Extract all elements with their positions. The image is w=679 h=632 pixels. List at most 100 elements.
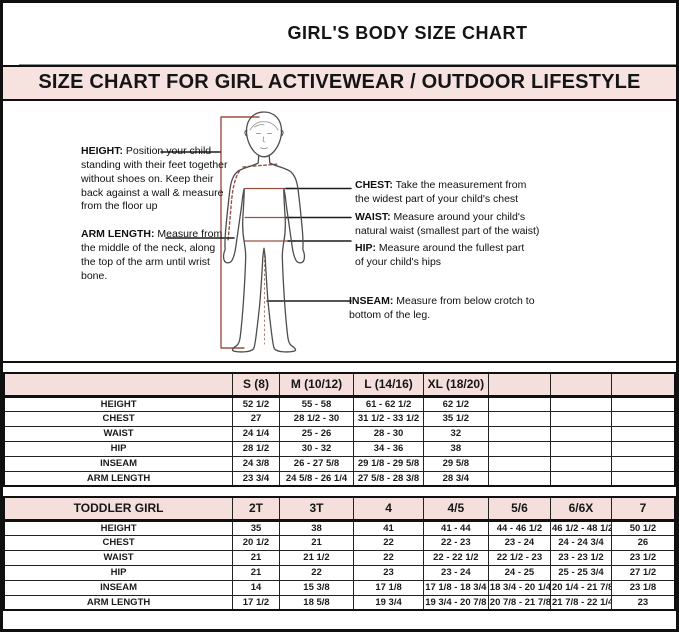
cell: 25 - 25 3/4 <box>550 564 612 581</box>
arm-length-dotted-line <box>227 163 280 242</box>
annotation-label: ARM LENGTH: <box>81 228 155 240</box>
column-header: 5/6 <box>487 496 552 522</box>
cell: 24 - 24 3/4 <box>550 534 612 551</box>
annotation-inseam: INSEAM: Measure from below crotch to bot… <box>349 295 545 323</box>
title-section: GIRL'S BODY SIZE CHART <box>3 3 676 65</box>
cell: 22 - 22 1/2 <box>422 549 489 566</box>
cell <box>610 395 676 412</box>
child-figure-diagram <box>160 111 352 353</box>
cell: 17 1/2 <box>232 594 280 611</box>
cell: 28 3/4 <box>422 470 489 487</box>
cell: 24 1/4 <box>232 425 280 442</box>
annotation-label: CHEST: <box>355 179 393 191</box>
column-header <box>3 372 234 398</box>
cell <box>610 455 676 472</box>
cell: 14 <box>232 579 280 596</box>
table-row: HIP 28 1/2 30 - 32 34 - 36 38 <box>3 440 676 457</box>
cell: 17 1/8 <box>353 579 424 596</box>
annotation-label: HEIGHT: <box>81 145 123 157</box>
cell: 27 1/2 <box>610 564 676 581</box>
cell: 24 - 25 <box>487 564 552 581</box>
cell <box>487 410 552 427</box>
column-header <box>550 372 612 398</box>
section-gap <box>3 487 676 496</box>
cell: 22 - 23 <box>422 534 489 551</box>
table-row: WAIST 21 21 1/2 22 22 - 22 1/2 22 1/2 - 23 23 … <box>3 549 676 566</box>
cell: 55 - 58 <box>278 395 355 412</box>
cell <box>550 440 612 457</box>
cell: 35 1/2 <box>422 410 489 427</box>
cell: 28 1/2 <box>232 440 280 457</box>
row-label: CHEST <box>3 534 234 551</box>
table-row: HEIGHT 52 1/2 55 - 58 61 - 62 1/2 62 1/2 <box>3 395 676 412</box>
column-header: 4 <box>353 496 424 522</box>
row-label: CHEST <box>3 410 234 427</box>
cell: 22 <box>353 549 424 566</box>
cell: 28 - 30 <box>353 425 424 442</box>
annotation-text: Measure from below crotch to bottom of t… <box>349 295 535 321</box>
cell: 61 - 62 1/2 <box>353 395 424 412</box>
face-hints <box>249 121 279 150</box>
cell: 52 1/2 <box>232 395 280 412</box>
cell: 20 7/8 - 21 7/8 <box>487 594 552 611</box>
cell: 44 - 46 1/2 <box>487 519 552 536</box>
cell: 31 1/2 - 33 1/2 <box>353 410 424 427</box>
column-header: XL (18/20) <box>422 372 489 398</box>
cell: 30 - 32 <box>278 440 355 457</box>
row-label: INSEAM <box>3 455 234 472</box>
cell: 23 1/8 <box>610 579 676 596</box>
cell: 26 - 27 5/8 <box>278 455 355 472</box>
row-label: HIP <box>3 440 234 457</box>
annotation-label: WAIST: <box>355 211 391 223</box>
header-row: S (8) M (10/12) L (14/16) XL (18/20) <box>3 372 676 398</box>
annotation-label: INSEAM: <box>349 295 394 307</box>
cell <box>487 470 552 487</box>
cell: 41 <box>353 519 424 536</box>
page-title: GIRL'S BODY SIZE CHART <box>287 23 528 43</box>
annotation-text: Measure from the middle of the neck, alo… <box>81 228 223 282</box>
cell: 26 <box>610 534 676 551</box>
table-row: INSEAM 24 3/8 26 - 27 5/8 29 1/8 - 29 5/8 29… <box>3 455 676 472</box>
row-label: WAIST <box>3 549 234 566</box>
column-header <box>610 372 676 398</box>
erased-watermark-patch <box>18 3 232 8</box>
cell: 27 5/8 - 28 3/8 <box>353 470 424 487</box>
annotation-waist: WAIST: Measure around your child's natur… <box>355 211 551 239</box>
cell <box>550 470 612 487</box>
cell: 23 1/2 <box>610 549 676 566</box>
annotation-arm-length: ARM LENGTH: Measure from the middle of t… <box>81 228 229 283</box>
height-bracket <box>220 116 260 349</box>
table-row: CHEST 20 1/2 21 22 22 - 23 23 - 24 24 - 24 3/4… <box>3 534 676 551</box>
cell <box>487 440 552 457</box>
cell: 18 3/4 - 20 1/4 <box>487 579 552 596</box>
cell: 32 <box>422 425 489 442</box>
section-banner: SIZE CHART FOR GIRL ACTIVEWEAR / OUTDOOR… <box>3 65 676 101</box>
column-header: 3T <box>278 496 355 522</box>
cell: 21 <box>232 549 280 566</box>
cell: 20 1/2 <box>232 534 280 551</box>
cell: 23 - 24 <box>422 564 489 581</box>
cell: 21 <box>278 534 355 551</box>
cell: 23 <box>610 594 676 611</box>
column-header: M (10/12) <box>278 372 355 398</box>
column-header: S (8) <box>232 372 280 398</box>
cell <box>487 455 552 472</box>
erased-watermark-patch-right <box>621 3 673 5</box>
row-label: ARM LENGTH <box>3 470 234 487</box>
cell: 25 - 26 <box>278 425 355 442</box>
divider <box>19 64 676 65</box>
cell: 24 5/8 - 26 1/4 <box>278 470 355 487</box>
cell: 21 1/2 <box>278 549 355 566</box>
cell: 27 <box>232 410 280 427</box>
cell: 20 1/4 - 21 7/8 <box>550 579 612 596</box>
cell: 23 - 23 1/2 <box>550 549 612 566</box>
table-row: ARM LENGTH 17 1/2 18 5/8 19 3/4 19 3/4 - 20 … <box>3 594 676 611</box>
cell <box>610 410 676 427</box>
section-gap <box>3 363 676 372</box>
annotation-chest: CHEST: Take the measurement from the wid… <box>355 179 541 207</box>
cell <box>610 425 676 442</box>
column-header: 2T <box>232 496 280 522</box>
cell: 38 <box>278 519 355 536</box>
table-row: WAIST 24 1/4 25 - 26 28 - 30 32 <box>3 425 676 442</box>
column-header: TODDLER GIRL <box>3 496 234 522</box>
